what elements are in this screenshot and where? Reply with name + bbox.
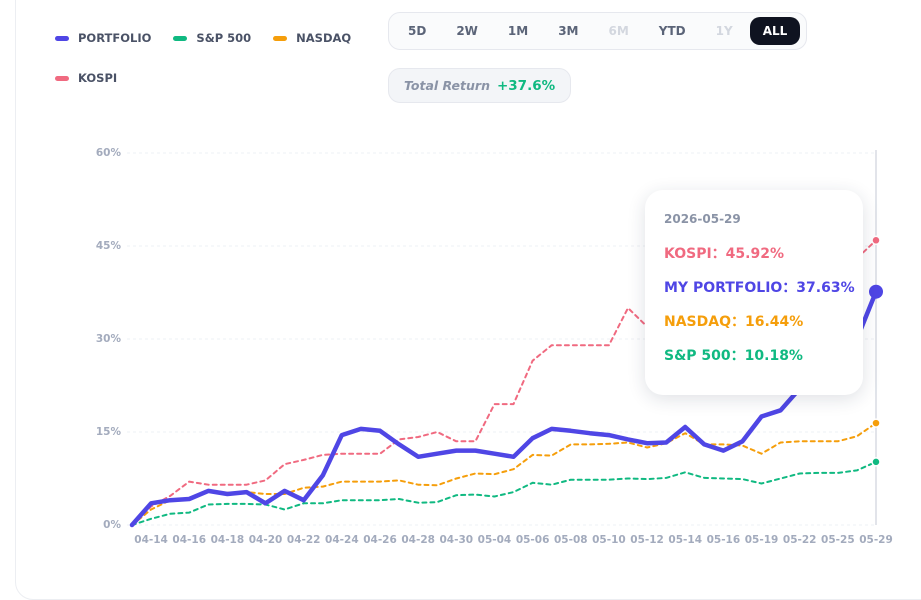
x-tick-label: 05-06 [516, 534, 550, 546]
end-point [871, 235, 881, 246]
x-tick-label: 05-19 [745, 534, 779, 546]
y-tick-label: 60% [96, 147, 122, 159]
total-return: Total Return +37.6% [388, 68, 572, 103]
tooltip-item: NASDAQ：16.44% [664, 314, 804, 330]
x-tick-label: 05-25 [821, 534, 855, 546]
range-button: 1Y [715, 24, 733, 38]
x-tick-label: 05-29 [859, 534, 893, 546]
y-tick-label: 30% [96, 333, 122, 345]
end-point [871, 418, 881, 428]
legend-swatch [173, 35, 188, 41]
total-return-label: Total Return [404, 78, 490, 93]
range-button[interactable]: 1M [507, 24, 529, 38]
x-tick-label: 05-10 [592, 534, 626, 546]
range-button[interactable]: YTD [658, 24, 686, 38]
end-point [871, 457, 881, 467]
range-button[interactable]: 3M [558, 24, 579, 38]
series-line [129, 289, 879, 528]
total-return-value: +37.6% [496, 77, 556, 94]
chart: 0% 15% 30% 45% 60% 04-14 04-16 04-18 04-20 04-22 0… [96, 147, 893, 546]
legend-label: S&P 500 [196, 31, 252, 45]
x-tick-label: 05-12 [630, 534, 664, 546]
end-point [869, 284, 883, 299]
x-tick-label: 04-14 [134, 534, 168, 546]
legend-label: KOSPI [78, 71, 118, 85]
x-tick-label: 04-26 [363, 534, 397, 546]
range-button[interactable]: 2W [456, 24, 478, 38]
x-tick-label: 04-28 [401, 534, 435, 546]
legend-item[interactable]: PORTFOLIO [55, 30, 151, 46]
series-line [131, 422, 877, 526]
legend-item[interactable]: NASDAQ [273, 30, 351, 46]
range-button[interactable]: ALL [749, 17, 801, 45]
tooltip-title: 2026-05-29 [664, 212, 741, 226]
y-tick-label: 15% [96, 426, 122, 438]
x-tick-label: 05-22 [783, 534, 817, 546]
legend-swatch [55, 35, 69, 41]
legend-label: NASDAQ [296, 31, 352, 45]
x-tick-label: 04-16 [172, 534, 206, 546]
legend-swatch [55, 75, 69, 81]
x-tick-label: 04-22 [287, 534, 321, 546]
tooltip: 2026-05-29 KOSPI：45.92% MY PORTFOLIO：37.6… [645, 190, 863, 395]
x-tick-label: 04-24 [325, 534, 359, 546]
range-button: 6M [608, 24, 629, 38]
legend-item[interactable]: S&P 500 [173, 30, 251, 46]
x-tick-label: 04-20 [249, 534, 283, 546]
x-tick-label: 04-18 [211, 534, 245, 546]
legend-item[interactable]: KOSPI [55, 70, 117, 86]
range-button[interactable]: 5D [408, 24, 427, 38]
x-tick-label: 04-30 [440, 534, 474, 546]
page: 0% 15% 30% 45% 60% 04-14 04-16 04-18 04-20 04-22 0… [15, 0, 921, 600]
legend-label: PORTFOLIO [78, 31, 152, 45]
tooltip-item: KOSPI：45.92% [664, 246, 784, 262]
series-line [131, 460, 877, 526]
y-tick-label: 45% [96, 240, 122, 252]
legend-swatch [273, 35, 288, 41]
x-tick-label: 05-16 [707, 534, 741, 546]
x-tick-label: 05-08 [554, 534, 588, 546]
range-selector: 5D 2W 1M 3M 6M YTD 1Y ALL [388, 12, 808, 50]
x-tick-label: 05-04 [478, 534, 512, 546]
tooltip-item: S&P 500：10.18% [664, 348, 803, 364]
legend: PORTFOLIO S&P 500 NASDAQ KOSPI [55, 30, 355, 86]
x-tick-label: 05-14 [668, 534, 702, 546]
tooltip-item: MY PORTFOLIO：37.63% [664, 280, 855, 296]
y-tick-label: 0% [103, 519, 121, 531]
